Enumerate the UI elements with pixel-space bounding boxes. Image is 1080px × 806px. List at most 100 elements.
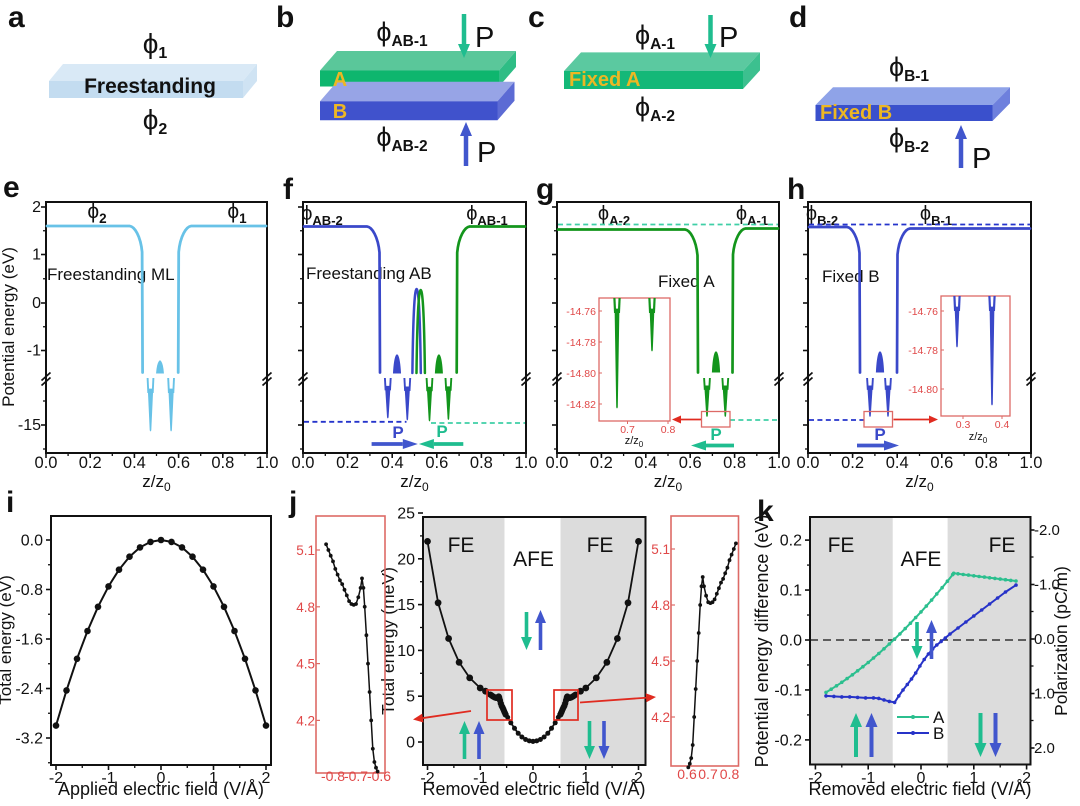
svg-text:Applied electric field (V/Å): Applied electric field (V/Å) [58,779,264,799]
svg-text:0.0: 0.0 [35,454,58,472]
svg-text:-2.4: -2.4 [15,681,43,698]
svg-text:1.0: 1.0 [256,454,279,472]
svg-text:-14.82: -14.82 [566,399,596,411]
svg-text:Total energy (eV): Total energy (eV) [0,575,15,704]
svg-text:2: 2 [262,770,271,787]
svg-text:-1: -1 [101,770,115,787]
svg-text:a: a [8,1,25,34]
svg-text:k: k [757,495,774,528]
svg-text:z/z0: z/z0 [400,472,429,494]
svg-text:0.3: 0.3 [956,419,971,431]
svg-text:AFE: AFE [901,548,942,571]
svg-text:P: P [719,22,738,54]
svg-text:P: P [436,422,447,441]
svg-text:Fixed A: Fixed A [569,69,641,91]
svg-text:0.7: 0.7 [620,424,635,436]
svg-text:-2: -2 [420,770,434,787]
svg-text:25: 25 [397,506,415,523]
svg-text:ϕA-1: ϕA-1 [635,20,675,53]
svg-text:0: 0 [917,770,926,787]
svg-text:0.0: 0.0 [797,454,820,472]
svg-text:0.4: 0.4 [886,454,909,472]
svg-text:-0.8: -0.8 [321,768,345,784]
svg-text:0.8: 0.8 [470,454,493,472]
svg-text:5.1: 5.1 [296,543,315,558]
svg-text:-15: -15 [18,417,41,434]
svg-text:4.2: 4.2 [651,710,670,725]
svg-text:0.7: 0.7 [698,766,718,782]
svg-text:5.1: 5.1 [651,542,670,557]
svg-text:0.4: 0.4 [123,454,146,472]
svg-text:2: 2 [634,770,643,787]
svg-text:-1: -1 [27,343,41,360]
svg-text:1.0: 1.0 [515,454,538,472]
svg-text:15: 15 [397,597,415,614]
svg-text:Fixed A: Fixed A [658,272,715,291]
svg-text:z/z0: z/z0 [654,472,683,494]
svg-text:2: 2 [32,199,41,216]
svg-text:P: P [972,143,991,175]
svg-text:0: 0 [406,735,415,752]
svg-text:Removed electric field (V/Å): Removed electric field (V/Å) [808,779,1031,799]
svg-text:-14.78: -14.78 [908,345,938,357]
svg-text:f: f [283,173,294,206]
svg-text:0: 0 [32,295,41,312]
svg-text:P: P [392,423,403,442]
svg-text:0.2: 0.2 [336,454,359,472]
svg-text:1: 1 [969,770,978,787]
svg-text:-3.2: -3.2 [15,731,43,748]
svg-text:z/z0: z/z0 [905,472,934,494]
svg-text:-2.0: -2.0 [1034,522,1060,539]
svg-text:-0.8: -0.8 [15,582,43,599]
svg-text:-0.7: -0.7 [344,768,368,784]
svg-text:1: 1 [581,770,590,787]
svg-text:4.2: 4.2 [296,713,315,728]
svg-text:Potential energy (eV): Potential energy (eV) [0,247,18,407]
svg-text:e: e [3,171,20,204]
svg-text:1: 1 [209,770,218,787]
svg-text:FE: FE [448,534,475,557]
svg-text:g: g [536,173,554,206]
svg-text:0.2: 0.2 [590,454,613,472]
svg-text:Fixed B: Fixed B [820,102,892,124]
svg-text:-1: -1 [861,770,875,787]
svg-text:0.1: 0.1 [780,583,802,600]
svg-text:5: 5 [406,689,415,706]
svg-text:0.8: 0.8 [723,454,746,472]
svg-text:0.0: 0.0 [780,633,802,650]
svg-text:-1.6: -1.6 [15,632,43,649]
svg-text:0.8: 0.8 [975,454,998,472]
svg-text:4.5: 4.5 [651,654,670,669]
svg-text:-14.80: -14.80 [566,368,596,380]
svg-text:1.0: 1.0 [1034,686,1055,703]
svg-text:0.6: 0.6 [677,766,697,782]
svg-text:-2: -2 [49,770,63,787]
svg-text:ϕA-2: ϕA-2 [635,92,675,125]
svg-text:0.6: 0.6 [425,454,448,472]
svg-text:Potential energy difference (e: Potential energy difference (eV) [752,515,772,768]
svg-text:20: 20 [397,551,415,568]
svg-text:0.0: 0.0 [21,533,43,550]
svg-text:B: B [933,724,944,743]
svg-text:0.8: 0.8 [720,766,740,782]
svg-text:0.4: 0.4 [995,419,1010,431]
svg-text:4.5: 4.5 [296,657,315,672]
svg-text:i: i [6,486,14,519]
svg-text:P: P [874,425,885,444]
svg-text:0.4: 0.4 [381,454,404,472]
svg-text:1.0: 1.0 [1020,454,1043,472]
svg-text:-1.0: -1.0 [1034,577,1060,594]
svg-text:0.0: 0.0 [546,454,569,472]
svg-text:0.4: 0.4 [634,454,657,472]
svg-text:-14.76: -14.76 [908,306,938,318]
svg-text:A: A [933,708,945,727]
svg-text:Freestanding ML: Freestanding ML [47,265,175,284]
svg-text:h: h [787,173,805,206]
svg-text:B: B [333,101,347,123]
svg-text:-1: -1 [473,770,487,787]
svg-text:-0.1: -0.1 [774,682,802,699]
svg-text:0.0: 0.0 [292,454,315,472]
svg-text:1: 1 [32,247,41,264]
svg-text:d: d [789,1,807,34]
svg-text:A: A [333,69,347,91]
